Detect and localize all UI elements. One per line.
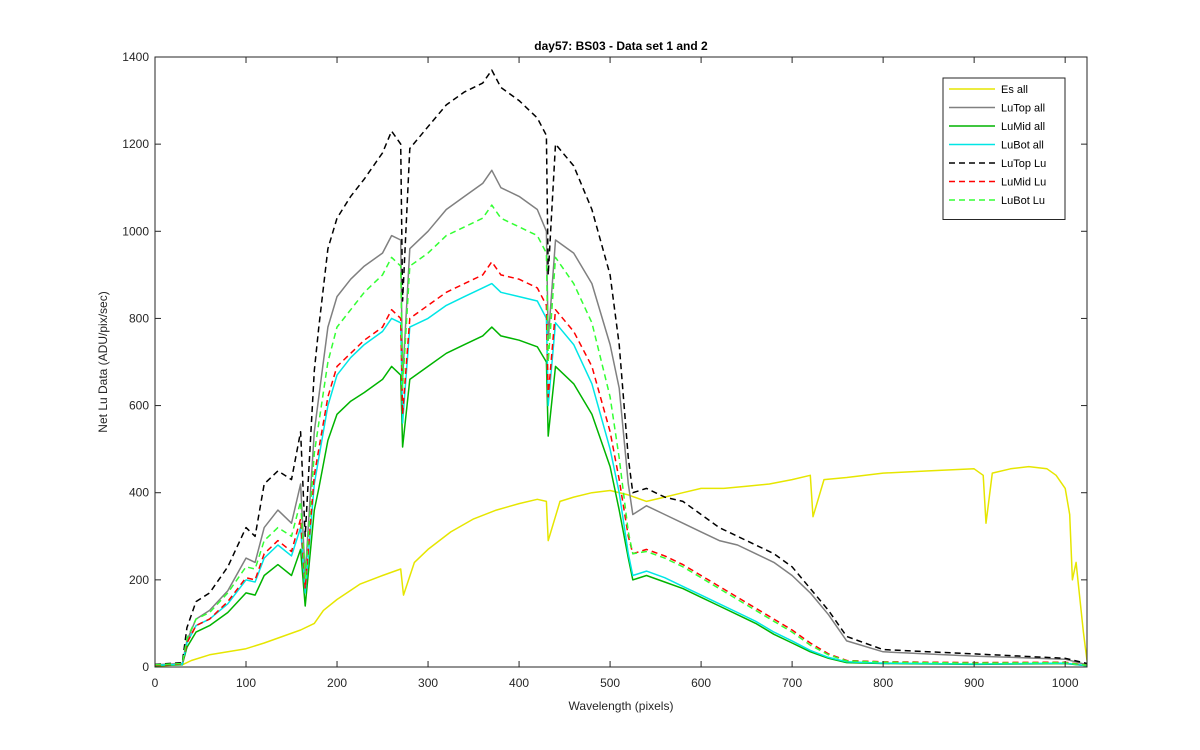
x-tick-label: 0 [152,676,159,690]
y-tick-label: 1000 [122,224,149,238]
y-tick-label: 200 [129,573,149,587]
legend-label: LuBot Lu [1001,195,1045,207]
series-line-5 [155,69,1087,666]
plot-frame [154,56,1088,668]
series-line-1 [155,465,1087,667]
legend-label: LuMid all [1001,121,1045,133]
legend-box [942,77,1066,220]
y-tick-label: 1200 [122,137,149,151]
y-tick-label: 600 [129,399,149,413]
legend-label: LuTop all [1001,103,1045,115]
y-tick-label: 800 [129,311,149,325]
y-axis-label: Net Lu Data (ADU/pix/sec) [96,291,110,432]
x-tick-label: 800 [873,676,893,690]
x-tick-label: 500 [600,676,620,690]
axis-ticks: 0 100 200 300 400 500 600 700 800 900 1000 0 200 400 6… [122,50,1087,690]
y-tick-label: 1400 [122,50,149,64]
series-line-3 [155,326,1087,667]
legend: Es all LuTop all LuMid all LuBot all LuTop L… [942,77,1066,220]
x-tick-label: 400 [509,676,529,690]
series-line-6 [155,261,1087,667]
legend-label: LuBot all [1001,140,1044,152]
chart-title: day57: BS03 - Data set 1 and 2 [534,39,708,53]
series-line-2 [155,169,1087,666]
legend-label: LuTop Lu [1001,158,1046,170]
x-tick-label: 900 [964,676,984,690]
x-tick-label: 200 [327,676,347,690]
x-tick-label: 1000 [1052,676,1079,690]
y-tick-label: 400 [129,486,149,500]
x-axis-label: Wavelength (pixels) [569,699,674,713]
plot-lines [155,69,1087,667]
series-line-4 [155,282,1087,667]
x-tick-label: 700 [782,676,802,690]
y-tick-label: 0 [142,660,149,674]
x-tick-label: 300 [418,676,438,690]
x-tick-label: 100 [236,676,256,690]
legend-label: LuMid Lu [1001,177,1046,189]
legend-label: Es all [1001,84,1028,96]
x-tick-label: 600 [691,676,711,690]
series-line-7 [155,204,1087,667]
